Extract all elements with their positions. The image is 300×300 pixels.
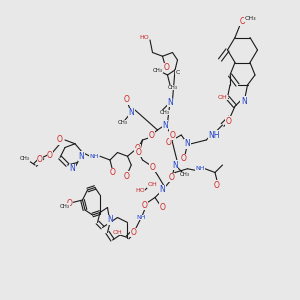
Text: CH₃: CH₃ [160,110,170,115]
Text: O: O [226,117,232,126]
Text: O: O [57,136,63,145]
Text: O: O [123,172,129,181]
Text: O: O [240,17,245,26]
Text: N: N [78,152,84,161]
Text: O: O [148,130,154,140]
Text: NH: NH [89,154,98,159]
Text: CH₃: CH₃ [244,16,256,21]
Text: HO: HO [139,35,148,40]
Text: N: N [172,160,178,169]
Text: CH₃: CH₃ [60,204,70,209]
Text: CH₃: CH₃ [117,120,128,125]
Text: O: O [181,154,187,163]
Text: C: C [175,70,180,75]
Text: O: O [150,163,155,172]
Text: O: O [135,144,140,153]
Text: CH₃: CH₃ [20,156,30,161]
Text: O: O [123,95,129,104]
Text: N: N [241,97,247,106]
Text: N: N [70,164,75,173]
Text: CH₃: CH₃ [152,68,163,73]
Text: N: N [167,98,173,107]
Text: O: O [110,168,116,177]
Text: NH: NH [195,166,205,171]
Text: O: O [163,63,169,72]
Text: O: O [67,199,73,208]
Text: N: N [162,121,168,130]
Text: NH: NH [136,215,146,220]
Text: NH: NH [208,130,220,140]
Text: CH₃: CH₃ [167,85,178,90]
Text: N: N [107,215,113,224]
Text: O: O [136,148,142,157]
Text: OH: OH [148,182,158,188]
Text: OH: OH [112,230,122,235]
Text: O: O [213,181,219,190]
Text: OH: OH [218,95,227,100]
Text: HO: HO [135,188,145,193]
Text: N: N [184,139,190,148]
Text: O: O [142,200,148,209]
Text: O: O [131,228,137,237]
Text: N: N [160,185,165,194]
Text: O: O [168,173,174,182]
Text: N: N [128,108,134,117]
Text: O: O [166,138,172,147]
Text: O: O [37,155,43,164]
Text: CH₃: CH₃ [180,172,190,178]
Text: O: O [169,130,175,140]
Text: O: O [47,151,53,160]
Text: O: O [160,203,165,212]
